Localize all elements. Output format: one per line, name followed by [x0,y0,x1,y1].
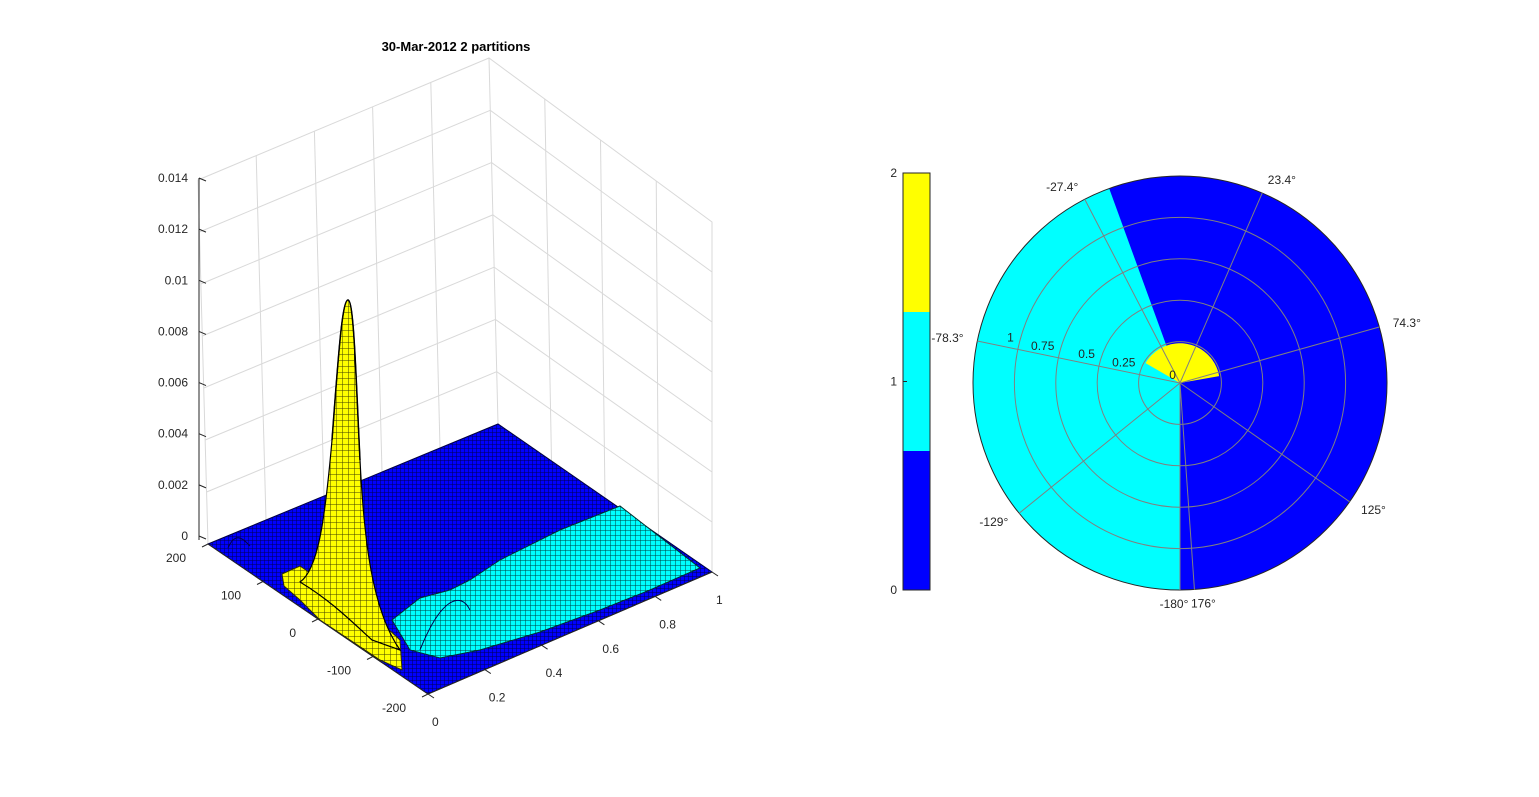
z-gridline [204,318,713,473]
z-gridline [200,162,713,323]
z-tick [198,228,207,233]
x-tick-label: 0.6 [602,642,619,656]
polar-grid [972,175,1388,591]
polar-angle-label: 74.3° [1393,316,1421,330]
polar-spoke [977,340,1181,384]
y-tick [311,618,319,623]
polar-angle-label: 23.4° [1268,173,1296,187]
y-tick [201,543,209,548]
x-gridline-wall [313,131,325,497]
y-tick-label: -100 [327,664,351,678]
z-tick-label: 0.01 [165,273,189,287]
polar-radial-label: 0.25 [1112,356,1136,370]
polar-angle-label: -180° [1160,597,1189,611]
surface-axes: 00.0020.0040.0060.0080.010.0120.01420010… [158,57,723,729]
polar-region-yellow [1145,343,1220,383]
z-tick-label: 0.006 [158,376,188,390]
x-tick [427,693,435,699]
polar-spoke [1179,382,1350,503]
polar-spoke [1018,382,1181,514]
polar-angle-label: 125° [1361,503,1386,517]
z-tick-label: 0.004 [158,427,188,441]
y-tick-label: 0 [289,626,296,640]
surface-grid [197,57,713,573]
polar-angle-label: 176° [1191,596,1216,610]
z-tick-label: 0.008 [158,324,188,338]
chart-title: 30-Mar-2012 2 partitions [382,39,531,54]
colorbar-segment [903,173,930,312]
polar-region-cyan [973,188,1180,590]
y-tick [256,581,264,585]
polar-axes: 0 0.25 0.5 0.75 1 23.4° 74.3° 125° 176°-180° -129… [931,173,1421,611]
z-tick [198,535,207,540]
y-gridline-wall [600,139,606,499]
colorbar: 0 1 2 [890,166,931,597]
polar-spoke [1084,198,1181,384]
z-tick [198,382,207,387]
colorbar-segment [903,451,930,590]
x-gridline-wall [255,155,267,521]
surface-mesh [206,299,714,695]
x-tick-label: 0 [432,715,439,729]
z-tick-label: 0.014 [158,171,188,185]
x-tick-label: 0.2 [489,691,506,705]
z-tick [198,177,207,182]
z-tick [198,330,207,335]
colorbar-segment [903,312,930,451]
z-gridline [202,214,713,373]
x-tick [711,571,719,577]
z-tick-label: 0 [181,529,188,543]
box-back-vertical [488,57,499,425]
z-tick [198,484,207,489]
polar-radial-label: 0.5 [1078,347,1095,361]
z-tick [198,433,207,438]
polar-radial-label: 0.75 [1031,339,1055,353]
colorbar-tick-label: 1 [890,375,897,389]
x-tick [541,644,548,650]
polar-spoke [1179,326,1380,384]
polar-angle-label: -129° [979,515,1008,529]
x-gridline-wall [430,82,441,449]
surface-peak-ridge [331,299,361,461]
surface-tick-labels: 00.0020.0040.0060.0080.010.0120.01420010… [158,171,723,729]
x-tick [598,620,605,626]
y-tick [421,693,429,698]
polar-labels: 0 0.25 0.5 0.75 1 23.4° 74.3° 125° 176°-180° -129… [931,173,1421,611]
x-tick [484,669,492,675]
polar-angle-label: -78.3° [931,331,963,345]
polar-radial-label: 1 [1007,330,1014,344]
z-gridline [203,266,713,423]
surface-ridge-blue [227,537,471,651]
polar-radial-label: 0 [1169,368,1176,382]
x-gridline-wall [372,106,383,473]
x-tick-label: 0.4 [546,666,563,680]
z-tick [198,279,207,284]
colorbar-tick-label: 2 [890,166,897,180]
z-gridline [199,109,713,273]
surface-region-cyan [391,505,701,659]
x-tick-label: 1 [716,593,723,607]
z-tick-label: 0.012 [158,222,188,236]
z-tick-label: 0.002 [158,478,188,492]
y-gridline-wall [544,98,552,462]
colorbar-tick-label: 0 [890,583,897,597]
y-tick-label: -200 [382,701,406,715]
polar-angle-label: -27.4° [1046,180,1078,194]
y-tick-label: 200 [166,551,186,565]
polar-spoke [1179,382,1195,590]
x-tick [654,595,662,601]
x-tick-label: 0.8 [659,617,676,631]
z-gridline [206,371,713,523]
y-tick [366,656,374,660]
y-gridline-wall [655,180,659,536]
x-axis-line [427,571,713,695]
y-tick-label: 100 [221,589,241,603]
polar-spoke [1179,192,1263,384]
